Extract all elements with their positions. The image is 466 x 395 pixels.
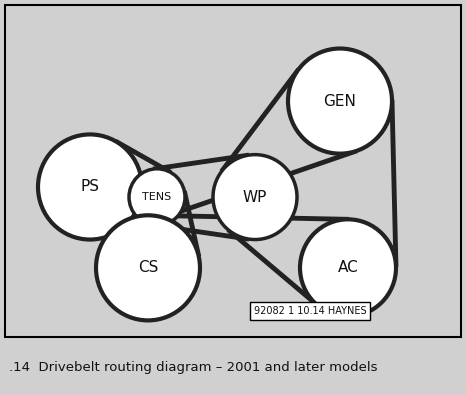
Circle shape xyxy=(300,219,396,316)
Text: CS: CS xyxy=(138,260,158,275)
Circle shape xyxy=(129,169,185,226)
Circle shape xyxy=(213,154,297,239)
Text: 92082 1 10.14 HAYNES: 92082 1 10.14 HAYNES xyxy=(254,306,366,316)
Text: .14  Drivebelt routing diagram – 2001 and later models: .14 Drivebelt routing diagram – 2001 and… xyxy=(9,361,378,374)
Text: WP: WP xyxy=(243,190,267,205)
Text: GEN: GEN xyxy=(323,94,356,109)
Text: PS: PS xyxy=(81,179,100,194)
Text: TENS: TENS xyxy=(143,192,171,202)
Text: AC: AC xyxy=(338,260,358,275)
Circle shape xyxy=(96,215,200,320)
Circle shape xyxy=(38,134,142,239)
Circle shape xyxy=(288,49,392,154)
